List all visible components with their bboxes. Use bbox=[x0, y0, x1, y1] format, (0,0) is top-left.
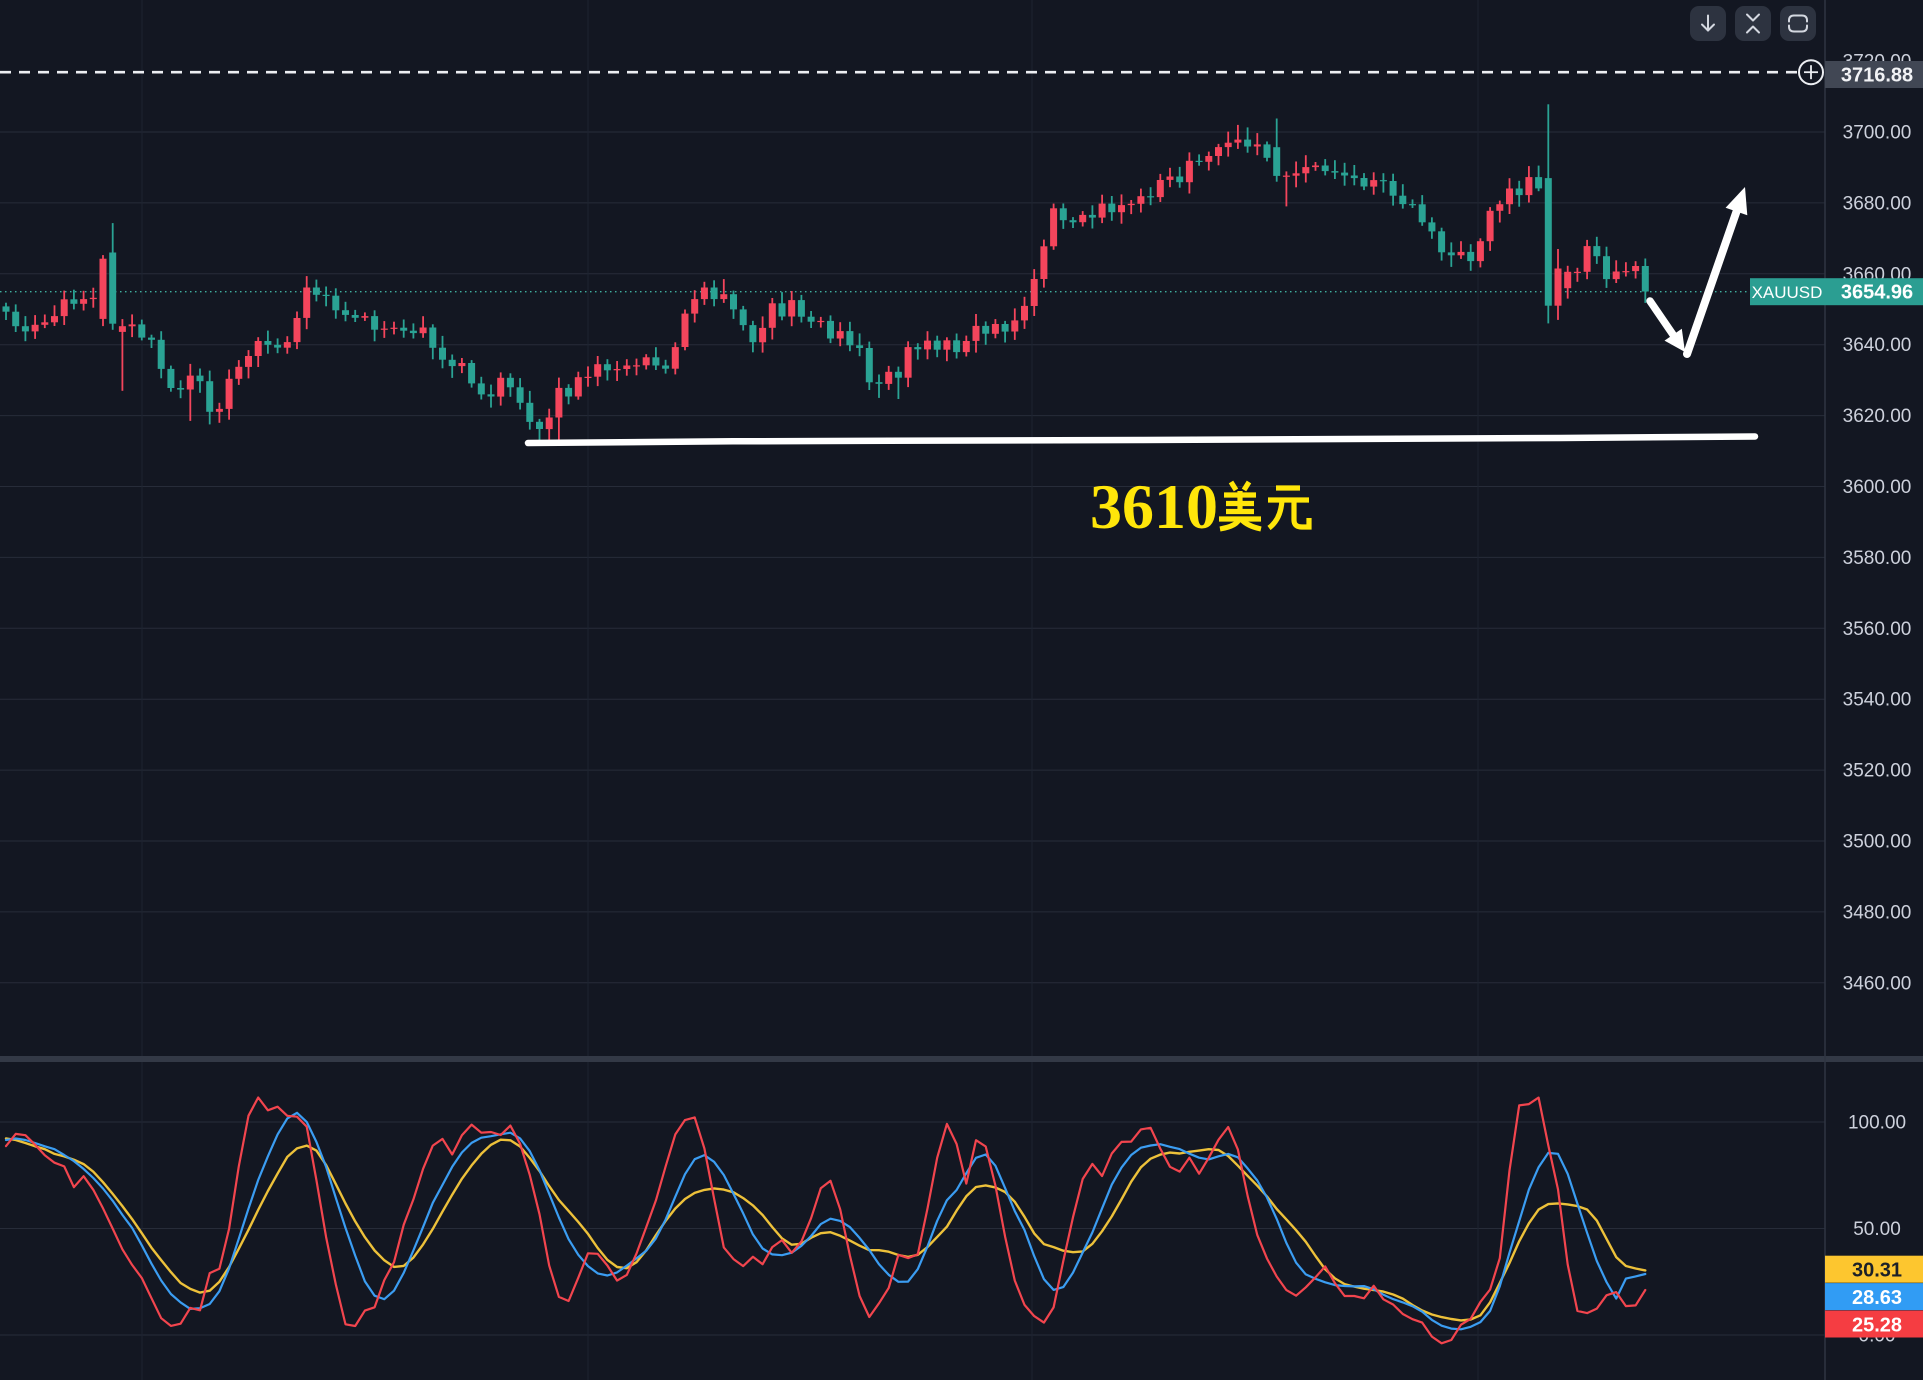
svg-text:3610: 3610 bbox=[1090, 471, 1218, 542]
svg-text:50.00: 50.00 bbox=[1853, 1219, 1901, 1240]
svg-text:3540.00: 3540.00 bbox=[1843, 690, 1912, 711]
svg-text:3480.00: 3480.00 bbox=[1843, 902, 1912, 923]
svg-text:XAUUSD: XAUUSD bbox=[1752, 283, 1823, 302]
svg-text:3716.88: 3716.88 bbox=[1841, 65, 1913, 87]
svg-text:3500.00: 3500.00 bbox=[1843, 832, 1912, 853]
svg-text:30.31: 30.31 bbox=[1852, 1260, 1902, 1282]
svg-text:3580.00: 3580.00 bbox=[1843, 548, 1912, 569]
svg-text:3600.00: 3600.00 bbox=[1843, 477, 1912, 498]
svg-text:3680.00: 3680.00 bbox=[1843, 193, 1912, 214]
svg-text:3654.96: 3654.96 bbox=[1841, 282, 1913, 304]
svg-text:3620.00: 3620.00 bbox=[1843, 406, 1912, 427]
svg-text:3640.00: 3640.00 bbox=[1843, 335, 1912, 356]
svg-text:3520.00: 3520.00 bbox=[1843, 761, 1912, 782]
svg-text:25.28: 25.28 bbox=[1852, 1314, 1902, 1336]
svg-text:3460.00: 3460.00 bbox=[1843, 973, 1912, 994]
svg-text:3560.00: 3560.00 bbox=[1843, 619, 1912, 640]
svg-text:28.63: 28.63 bbox=[1852, 1287, 1902, 1309]
svg-text:100.00: 100.00 bbox=[1848, 1113, 1906, 1134]
svg-text:3700.00: 3700.00 bbox=[1843, 123, 1912, 144]
